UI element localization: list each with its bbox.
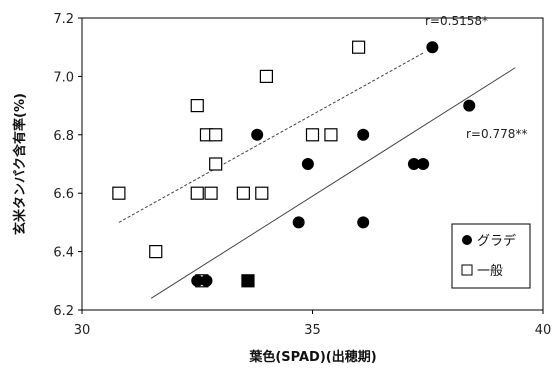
point-general bbox=[190, 186, 204, 200]
point-general bbox=[204, 186, 218, 200]
point-general bbox=[209, 157, 223, 171]
x-tick-label: 40 bbox=[535, 323, 552, 338]
y-tick-label: 6.6 bbox=[53, 187, 74, 202]
point-general bbox=[259, 69, 273, 84]
y-tick-label: 6.8 bbox=[53, 129, 74, 144]
x-tick-label: 35 bbox=[304, 323, 321, 338]
y-tick-label: 7.2 bbox=[53, 12, 74, 27]
point-general bbox=[352, 40, 366, 54]
data-points bbox=[112, 40, 476, 288]
legend-marker-grade bbox=[462, 235, 472, 245]
legend-marker-general bbox=[461, 264, 473, 276]
point-general bbox=[190, 98, 204, 113]
trendline-general bbox=[118, 52, 424, 223]
point-general bbox=[236, 186, 250, 200]
point-grade bbox=[292, 216, 305, 229]
point-grade bbox=[357, 216, 370, 229]
point-grade bbox=[251, 128, 264, 141]
y-tick-label: 6.2 bbox=[53, 304, 74, 319]
r-label-grade: r=0.778** bbox=[466, 127, 527, 141]
y-axis-title: 玄米タンパク含有率(%) bbox=[12, 93, 28, 235]
point-grade bbox=[426, 41, 439, 54]
point-grade bbox=[200, 274, 213, 287]
point-general bbox=[112, 186, 126, 200]
point-general bbox=[324, 128, 338, 142]
point-grade bbox=[191, 274, 204, 287]
trendline-grade bbox=[150, 67, 516, 299]
point-general bbox=[209, 128, 223, 142]
x-axis-title: 葉色(SPAD)(出穂期) bbox=[248, 349, 376, 365]
legend: グラデ 一般 bbox=[451, 223, 531, 289]
y-tick-label: 6.4 bbox=[53, 246, 74, 261]
point-grade bbox=[463, 99, 476, 112]
legend-label-general: 一般 bbox=[477, 263, 503, 279]
y-axis-ticks: 6.2 6.4 6.6 6.8 7.0 7.2 bbox=[53, 12, 82, 319]
x-axis-ticks: 30 35 40 bbox=[74, 310, 552, 338]
point-general bbox=[149, 245, 163, 259]
point-general bbox=[305, 128, 320, 142]
point-general bbox=[255, 186, 269, 200]
legend-label-grade: グラデ bbox=[477, 233, 516, 249]
point-grade bbox=[357, 128, 370, 141]
trendlines bbox=[118, 52, 516, 299]
point-grade bbox=[407, 158, 420, 170]
x-tick-label: 30 bbox=[74, 323, 91, 338]
y-tick-label: 7.0 bbox=[53, 70, 74, 85]
point-overlap bbox=[241, 274, 254, 287]
r-label-general: r=0.5158* bbox=[425, 14, 488, 28]
point-grade bbox=[301, 158, 314, 170]
point-grade bbox=[417, 158, 430, 170]
legend-box bbox=[451, 223, 531, 289]
